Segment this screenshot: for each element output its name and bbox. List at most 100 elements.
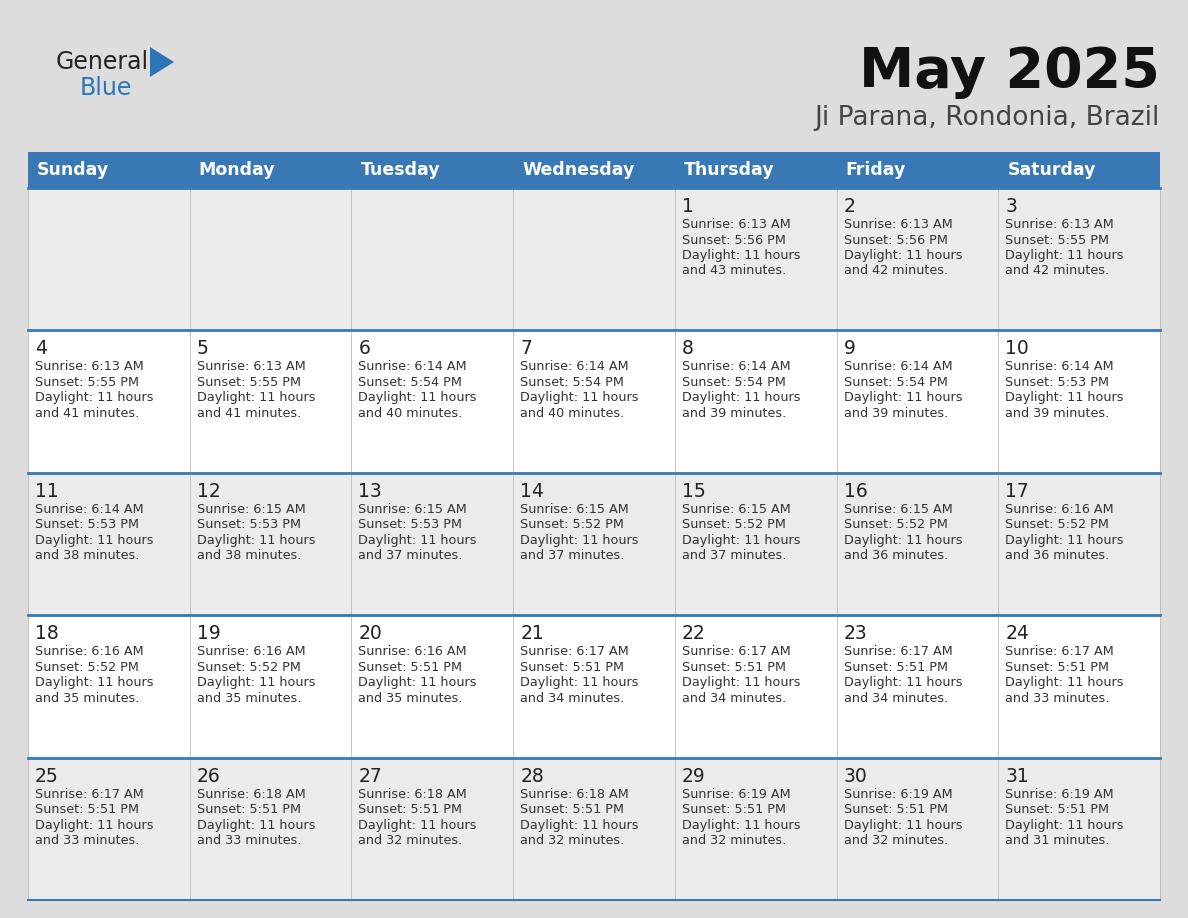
Text: Sunset: 5:55 PM: Sunset: 5:55 PM (197, 375, 301, 389)
Bar (998, 188, 1159, 330)
Text: and 35 minutes.: and 35 minutes. (197, 691, 301, 705)
Text: Daylight: 11 hours: Daylight: 11 hours (682, 391, 801, 405)
Text: Sunset: 5:51 PM: Sunset: 5:51 PM (520, 661, 624, 674)
Text: Sunset: 5:52 PM: Sunset: 5:52 PM (1005, 519, 1110, 532)
Text: 25: 25 (34, 767, 58, 786)
Bar (29, 152, 190, 188)
Text: 13: 13 (359, 482, 383, 501)
Text: Sunrise: 6:15 AM: Sunrise: 6:15 AM (359, 503, 467, 516)
Text: 20: 20 (359, 624, 383, 644)
Text: and 33 minutes.: and 33 minutes. (1005, 691, 1110, 705)
Text: Sunset: 5:52 PM: Sunset: 5:52 PM (34, 661, 139, 674)
Text: and 32 minutes.: and 32 minutes. (843, 834, 948, 847)
Text: Daylight: 11 hours: Daylight: 11 hours (197, 819, 315, 832)
Bar (675, 188, 836, 330)
Text: and 39 minutes.: and 39 minutes. (682, 407, 786, 420)
Text: Blue: Blue (80, 76, 132, 100)
Text: 12: 12 (197, 482, 221, 501)
Text: 14: 14 (520, 482, 544, 501)
Text: and 38 minutes.: and 38 minutes. (34, 549, 139, 563)
Text: and 36 minutes.: and 36 minutes. (843, 549, 948, 563)
Text: Sunset: 5:53 PM: Sunset: 5:53 PM (34, 519, 139, 532)
Text: Sunrise: 6:18 AM: Sunrise: 6:18 AM (520, 788, 628, 800)
Text: Sunrise: 6:14 AM: Sunrise: 6:14 AM (359, 361, 467, 374)
Text: 10: 10 (1005, 340, 1029, 358)
Text: Sunrise: 6:18 AM: Sunrise: 6:18 AM (197, 788, 305, 800)
Text: and 43 minutes.: and 43 minutes. (682, 264, 786, 277)
Text: Sunset: 5:55 PM: Sunset: 5:55 PM (1005, 233, 1110, 247)
Text: 23: 23 (843, 624, 867, 644)
Text: 24: 24 (1005, 624, 1029, 644)
Text: and 37 minutes.: and 37 minutes. (520, 549, 625, 563)
Text: 15: 15 (682, 482, 706, 501)
Text: 29: 29 (682, 767, 706, 786)
Text: 6: 6 (359, 340, 371, 358)
Text: Sunrise: 6:14 AM: Sunrise: 6:14 AM (843, 361, 953, 374)
Text: and 31 minutes.: and 31 minutes. (1005, 834, 1110, 847)
Text: 16: 16 (843, 482, 867, 501)
Text: Daylight: 11 hours: Daylight: 11 hours (359, 391, 476, 405)
Text: and 32 minutes.: and 32 minutes. (359, 834, 462, 847)
Text: and 37 minutes.: and 37 minutes. (359, 549, 463, 563)
Bar (836, 615, 998, 757)
Text: Daylight: 11 hours: Daylight: 11 hours (682, 819, 801, 832)
Text: Sunday: Sunday (37, 161, 109, 179)
Bar (190, 152, 352, 188)
Polygon shape (150, 47, 173, 77)
Text: Sunset: 5:54 PM: Sunset: 5:54 PM (359, 375, 462, 389)
Bar (998, 152, 1159, 188)
Text: Sunset: 5:51 PM: Sunset: 5:51 PM (843, 661, 948, 674)
Text: and 32 minutes.: and 32 minutes. (682, 834, 786, 847)
Text: Daylight: 11 hours: Daylight: 11 hours (1005, 819, 1124, 832)
Text: Sunrise: 6:19 AM: Sunrise: 6:19 AM (1005, 788, 1114, 800)
Text: Sunrise: 6:14 AM: Sunrise: 6:14 AM (520, 361, 628, 374)
Bar (352, 615, 513, 757)
Text: and 42 minutes.: and 42 minutes. (1005, 264, 1110, 277)
Text: 28: 28 (520, 767, 544, 786)
Text: and 33 minutes.: and 33 minutes. (34, 834, 139, 847)
Text: 27: 27 (359, 767, 383, 786)
Text: Sunset: 5:51 PM: Sunset: 5:51 PM (34, 803, 139, 816)
Text: 11: 11 (34, 482, 58, 501)
Text: Thursday: Thursday (684, 161, 775, 179)
Text: Sunrise: 6:17 AM: Sunrise: 6:17 AM (520, 645, 628, 658)
Text: 19: 19 (197, 624, 221, 644)
Text: Daylight: 11 hours: Daylight: 11 hours (843, 249, 962, 262)
Text: and 37 minutes.: and 37 minutes. (682, 549, 786, 563)
Text: Sunrise: 6:16 AM: Sunrise: 6:16 AM (34, 645, 144, 658)
Text: Sunset: 5:52 PM: Sunset: 5:52 PM (682, 519, 785, 532)
Text: Daylight: 11 hours: Daylight: 11 hours (359, 533, 476, 547)
Text: Sunrise: 6:15 AM: Sunrise: 6:15 AM (197, 503, 305, 516)
Text: Sunset: 5:52 PM: Sunset: 5:52 PM (843, 519, 948, 532)
Bar (675, 615, 836, 757)
Text: 22: 22 (682, 624, 706, 644)
Text: Daylight: 11 hours: Daylight: 11 hours (1005, 533, 1124, 547)
Text: Sunset: 5:56 PM: Sunset: 5:56 PM (843, 233, 948, 247)
Text: Daylight: 11 hours: Daylight: 11 hours (197, 391, 315, 405)
Text: Sunset: 5:53 PM: Sunset: 5:53 PM (197, 519, 301, 532)
Text: and 36 minutes.: and 36 minutes. (1005, 549, 1110, 563)
Text: Sunset: 5:51 PM: Sunset: 5:51 PM (682, 803, 785, 816)
Bar (998, 757, 1159, 900)
Text: 31: 31 (1005, 767, 1029, 786)
Text: 1: 1 (682, 197, 694, 216)
Text: Sunrise: 6:16 AM: Sunrise: 6:16 AM (359, 645, 467, 658)
Text: Sunrise: 6:16 AM: Sunrise: 6:16 AM (1005, 503, 1114, 516)
Text: and 32 minutes.: and 32 minutes. (520, 834, 625, 847)
Text: Sunrise: 6:15 AM: Sunrise: 6:15 AM (520, 503, 628, 516)
Bar (190, 615, 352, 757)
Bar (513, 615, 675, 757)
Text: Daylight: 11 hours: Daylight: 11 hours (197, 677, 315, 689)
Text: Daylight: 11 hours: Daylight: 11 hours (1005, 391, 1124, 405)
Text: Saturday: Saturday (1007, 161, 1095, 179)
Text: General: General (56, 50, 150, 74)
Text: Sunrise: 6:14 AM: Sunrise: 6:14 AM (682, 361, 790, 374)
Text: 3: 3 (1005, 197, 1017, 216)
Text: Daylight: 11 hours: Daylight: 11 hours (520, 819, 639, 832)
Bar (513, 473, 675, 615)
Text: Sunrise: 6:19 AM: Sunrise: 6:19 AM (843, 788, 953, 800)
Bar (998, 330, 1159, 473)
Bar (29, 615, 190, 757)
Text: Sunrise: 6:18 AM: Sunrise: 6:18 AM (359, 788, 467, 800)
Text: and 42 minutes.: and 42 minutes. (843, 264, 948, 277)
